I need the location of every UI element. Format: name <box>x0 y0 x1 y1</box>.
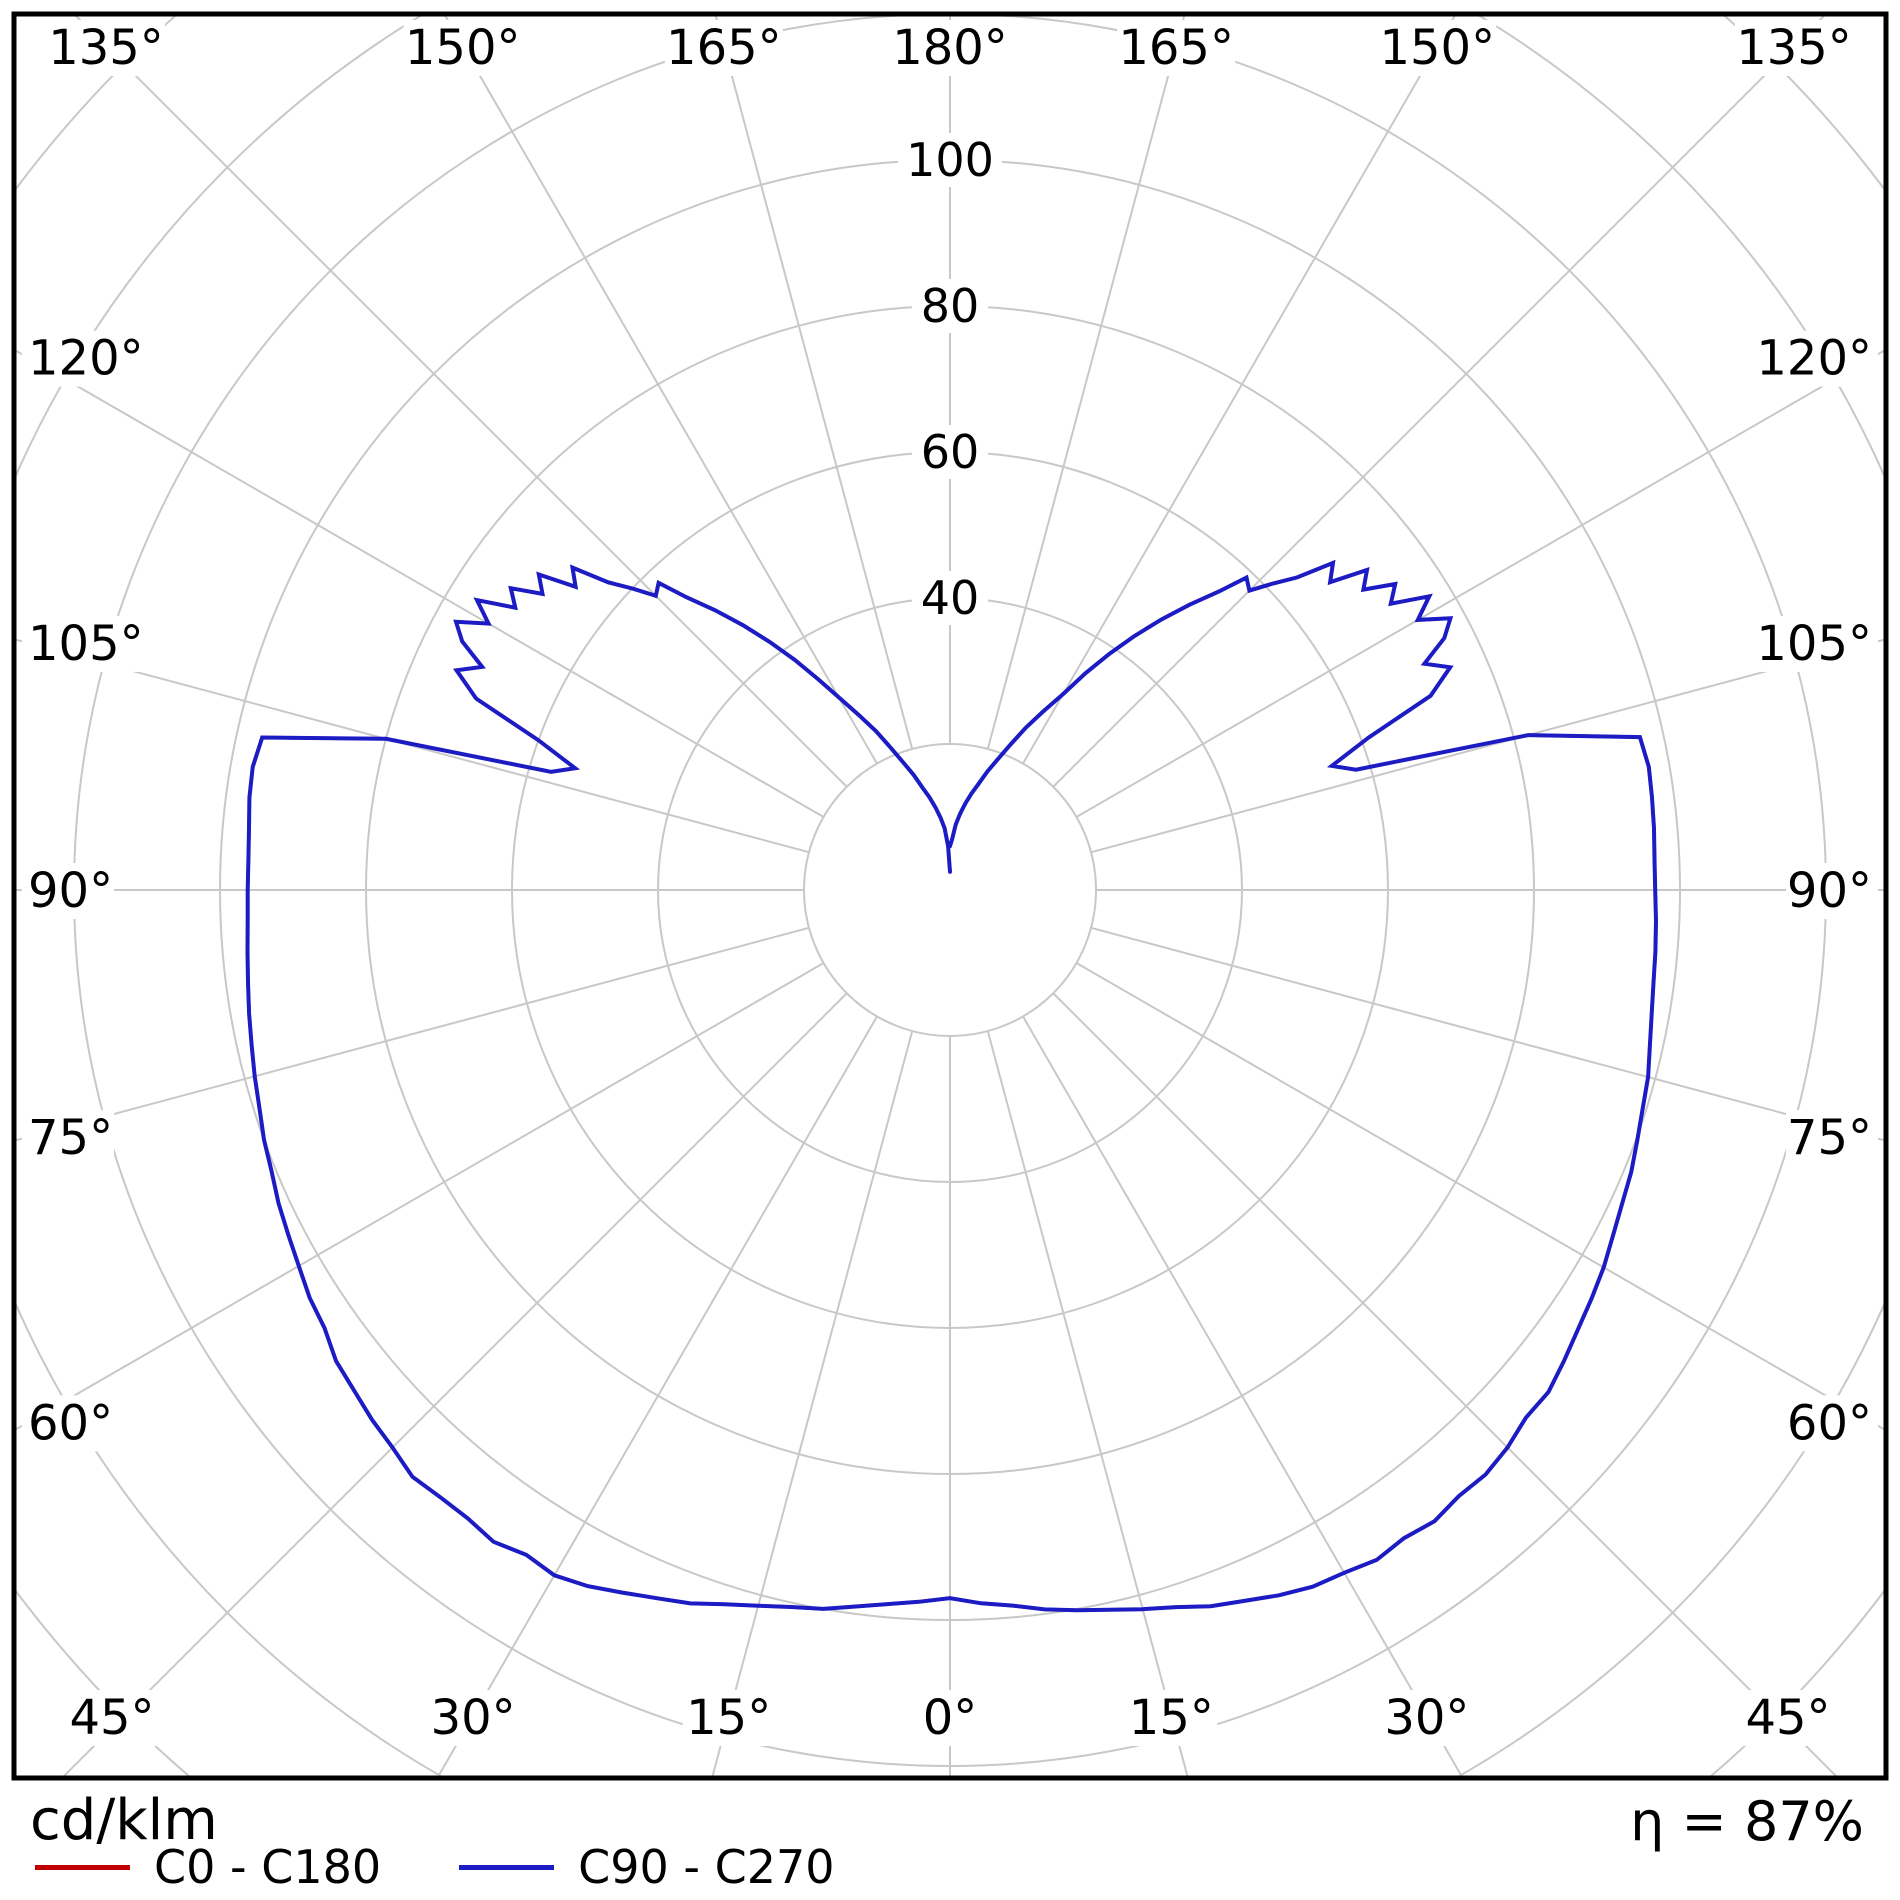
grid-spoke <box>1022 1015 1463 1776</box>
angle-label-bg <box>891 20 1009 76</box>
angle-label: 90° <box>28 863 113 919</box>
angle-label: 135° <box>48 20 164 76</box>
angle-label-bg <box>47 20 165 76</box>
angle-label-bg <box>1742 1690 1834 1746</box>
grid-spoke <box>16 926 810 1142</box>
legend-item-c0-c180: C0 - C180 <box>35 1844 381 1890</box>
grid-spoke <box>74 16 848 788</box>
angle-label-bg <box>22 863 114 919</box>
angle-label: 165° <box>1118 20 1234 76</box>
angle-label: 105° <box>28 616 144 672</box>
grid-spoke <box>16 638 810 854</box>
angle-label: 30° <box>431 1690 516 1746</box>
angle-label-bg <box>22 1110 114 1167</box>
legend-line-swatch-c0-c180 <box>35 1864 130 1870</box>
grid-spoke <box>1022 16 1456 765</box>
unit-label: cd/klm <box>30 1788 218 1853</box>
legend-item-c90-c270: C90 - C270 <box>459 1840 835 1894</box>
angle-label: 150° <box>1379 20 1495 76</box>
angle-label-bg <box>664 20 783 76</box>
angle-label-bg <box>1786 1395 1878 1452</box>
angle-label-bg <box>1125 1690 1218 1746</box>
radial-tick-label: 100 <box>906 133 994 187</box>
angle-label: 90° <box>1787 863 1872 919</box>
legend-label-c0-c180: C0 - C180 <box>154 1840 382 1894</box>
legend-line-swatch-c90-c270 <box>459 1864 555 1870</box>
angle-label: 30° <box>1384 1690 1469 1746</box>
angle-label: 15° <box>686 1690 771 1746</box>
angle-label: 120° <box>1756 331 1872 387</box>
angle-label: 45° <box>1745 1690 1830 1746</box>
angle-label-bg <box>682 1690 775 1746</box>
angle-label: 75° <box>28 1110 113 1166</box>
grid-spoke <box>986 1030 1189 1776</box>
grid-spoke <box>16 962 825 1431</box>
angle-label-bg <box>1735 20 1853 76</box>
angle-label-bg <box>1786 863 1878 919</box>
grid-spoke <box>714 16 914 750</box>
efficiency-label: η = 87% <box>1630 1790 1864 1853</box>
radial-tick-bg <box>912 425 988 479</box>
angle-label-bg <box>1380 1690 1473 1746</box>
grid-spoke <box>1090 926 1884 1142</box>
angle-label: 15° <box>1129 1690 1214 1746</box>
angle-label-bg <box>1760 330 1878 387</box>
radial-tick-bg <box>898 133 1002 187</box>
angle-label: 60° <box>28 1395 113 1451</box>
angle-label: 165° <box>666 20 782 76</box>
grid-spoke <box>444 16 878 765</box>
grid-spoke <box>62 992 848 1776</box>
grid-spoke <box>1052 16 1826 788</box>
grid-spoke <box>1075 962 1884 1431</box>
angle-label-bg <box>22 1395 114 1452</box>
angle-label-bg <box>917 1690 983 1746</box>
grid-spoke <box>711 1030 914 1776</box>
angle-label: 45° <box>69 1690 154 1746</box>
grid-spoke <box>986 16 1186 750</box>
angle-label-bg <box>22 330 140 387</box>
grid-spoke <box>1052 992 1838 1776</box>
angle-label: 150° <box>405 20 521 76</box>
grid-spoke <box>1075 349 1884 818</box>
radial-tick-label: 40 <box>921 571 980 625</box>
angle-label-bg <box>1786 1110 1878 1167</box>
curve-c90-c270 <box>245 559 1659 1613</box>
angle-label-bg <box>1760 615 1878 672</box>
chart-frame <box>11 11 1889 1781</box>
angle-label-bg <box>22 615 140 672</box>
radial-tick-label: 60 <box>921 425 980 479</box>
grid-spoke <box>16 349 825 818</box>
angle-label-bg <box>1117 20 1236 76</box>
angle-label: 75° <box>1787 1110 1872 1166</box>
legend-label-c90-c270: C90 - C270 <box>578 1840 835 1894</box>
radial-tick-bg <box>912 571 988 625</box>
radial-tick-label: 80 <box>921 279 980 333</box>
angle-label: 180° <box>892 20 1008 76</box>
angle-label: 60° <box>1787 1395 1872 1451</box>
angle-label-bg <box>66 1690 158 1746</box>
angle-label-bg <box>403 20 522 76</box>
grid-spoke <box>1090 638 1884 854</box>
angle-label: 105° <box>1756 616 1872 672</box>
legend: C0 - C180 C90 - C270 <box>35 1844 835 1890</box>
radial-tick-bg <box>912 279 988 333</box>
angle-label-bg <box>1378 20 1497 76</box>
angle-label-bg <box>427 1690 520 1746</box>
curves <box>245 559 1659 1613</box>
angle-label: 120° <box>28 331 144 387</box>
angle-label: 0° <box>923 1690 978 1746</box>
grid-spoke <box>437 1015 878 1776</box>
angle-label: 135° <box>1736 20 1852 76</box>
